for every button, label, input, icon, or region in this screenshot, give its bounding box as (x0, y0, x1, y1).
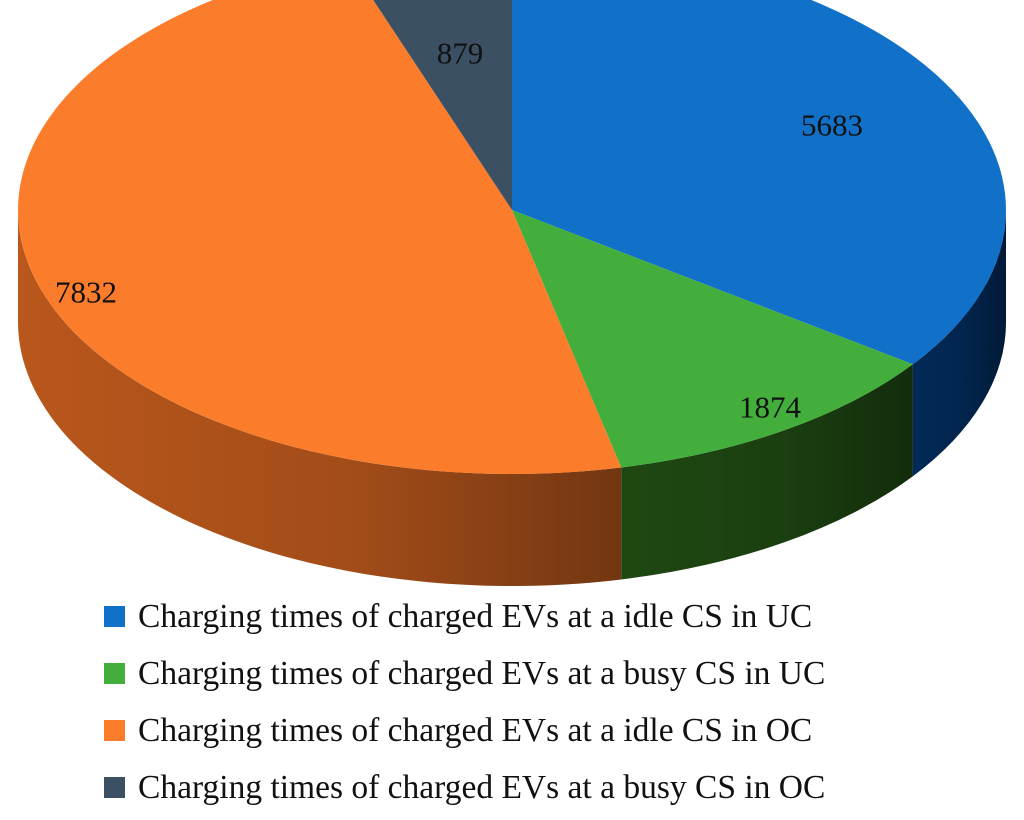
legend-item: Charging times of charged EVs at a idle … (104, 702, 1004, 759)
pie-chart: 5683 1874 7832 879 (18, 0, 1006, 586)
legend-swatch (104, 777, 125, 798)
legend-item: Charging times of charged EVs at a busy … (104, 645, 1004, 702)
pie-side-shade (621, 364, 913, 580)
pie-slice (18, 0, 622, 474)
legend-item: Charging times of charged EVs at a busy … (104, 759, 1004, 816)
pie-slice (512, 210, 913, 468)
data-label: 879 (437, 36, 484, 71)
legend-label: Charging times of charged EVs at a busy … (138, 768, 826, 806)
legend-swatch (104, 720, 125, 741)
pie-side-shade (18, 210, 622, 586)
legend-label: Charging times of charged EVs at a busy … (138, 654, 826, 692)
pie-slice (512, 0, 1006, 365)
pie-slice (373, 0, 512, 210)
legend-label: Charging times of charged EVs at a idle … (138, 711, 813, 749)
legend-item: Charging times of charged EVs at a idle … (104, 588, 1004, 645)
legend-swatch (104, 606, 125, 627)
legend-label: Charging times of charged EVs at a idle … (138, 597, 813, 635)
data-label: 1874 (739, 390, 802, 425)
legend-swatch (104, 663, 125, 684)
pie-tops (18, 0, 1006, 474)
data-label: 5683 (801, 108, 863, 143)
data-label: 7832 (55, 275, 117, 310)
legend: Charging times of charged EVs at a idle … (104, 588, 1004, 816)
pie-data-labels: 5683 1874 7832 879 (55, 36, 863, 425)
pie-sides (18, 210, 1006, 586)
pie-side-shade (912, 210, 1006, 477)
